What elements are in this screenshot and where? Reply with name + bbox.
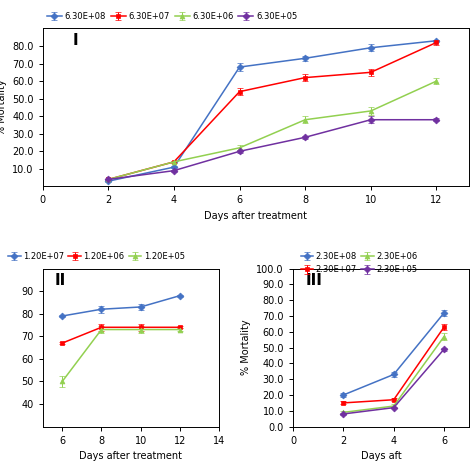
X-axis label: Days aft: Days aft [361,451,401,461]
Y-axis label: % Mortality: % Mortality [241,320,251,375]
Legend: 1.20E+07, 1.20E+06, 1.20E+05: 1.20E+07, 1.20E+06, 1.20E+05 [8,252,185,261]
X-axis label: Days after treatment: Days after treatment [204,211,308,221]
Text: II: II [55,273,66,288]
Text: I: I [73,33,78,48]
Legend: 6.30E+08, 6.30E+07, 6.30E+06, 6.30E+05: 6.30E+08, 6.30E+07, 6.30E+06, 6.30E+05 [47,12,297,21]
Y-axis label: % Mortality: % Mortality [0,80,7,135]
Text: III: III [305,273,322,288]
Legend: 2.30E+08, 2.30E+07, 2.30E+06, 2.30E+05: 2.30E+08, 2.30E+07, 2.30E+06, 2.30E+05 [301,252,417,274]
X-axis label: Days after treatment: Days after treatment [79,451,182,461]
